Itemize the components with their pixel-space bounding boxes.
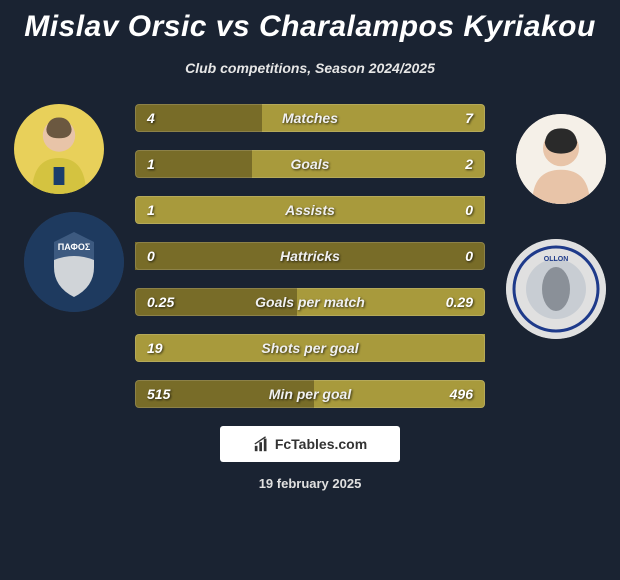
person-icon xyxy=(14,104,104,194)
fctables-logo[interactable]: FcTables.com xyxy=(220,426,400,462)
svg-text:ΠΑΦΟΣ: ΠΑΦΟΣ xyxy=(58,242,91,252)
stat-label: Assists xyxy=(205,202,415,218)
stat-value-right: 7 xyxy=(415,110,485,126)
date-label: 19 february 2025 xyxy=(0,476,620,491)
player-right-avatar xyxy=(516,114,606,204)
stat-value-left: 1 xyxy=(135,156,205,172)
shield-icon: ΠΑΦΟΣ xyxy=(24,212,124,312)
stat-value-left: 4 xyxy=(135,110,205,126)
badge-icon: OLLON xyxy=(506,239,606,339)
player-left-avatar xyxy=(14,104,104,194)
stat-value-left: 1 xyxy=(135,202,205,218)
stat-label: Goals per match xyxy=(205,294,415,310)
stat-label: Shots per goal xyxy=(205,340,415,356)
stat-label: Goals xyxy=(205,156,415,172)
stat-value-left: 0.25 xyxy=(135,294,205,310)
logo-text: FcTables.com xyxy=(275,436,367,452)
stat-row: 515Min per goal496 xyxy=(135,380,485,408)
stat-value-right: 0 xyxy=(415,248,485,264)
stat-value-left: 515 xyxy=(135,386,205,402)
stat-label: Hattricks xyxy=(205,248,415,264)
stat-value-right: 496 xyxy=(415,386,485,402)
svg-text:OLLON: OLLON xyxy=(544,256,569,263)
comparison-content: ΠΑΦΟΣ OLLON 4Matches71Goals21Assists00Ha… xyxy=(0,104,620,408)
club-right-logo: OLLON xyxy=(506,239,606,339)
subtitle: Club competitions, Season 2024/2025 xyxy=(0,60,620,76)
stat-row: 19Shots per goal xyxy=(135,334,485,362)
stat-row: 1Goals2 xyxy=(135,150,485,178)
stat-row: 1Assists0 xyxy=(135,196,485,224)
stat-value-right: 0.29 xyxy=(415,294,485,310)
stat-value-left: 19 xyxy=(135,340,205,356)
stat-value-right: 2 xyxy=(415,156,485,172)
stat-label: Min per goal xyxy=(205,386,415,402)
club-left-logo: ΠΑΦΟΣ xyxy=(24,212,124,312)
stat-value-right: 0 xyxy=(415,202,485,218)
page-title: Mislav Orsic vs Charalampos Kyriakou xyxy=(0,0,620,44)
stat-row: 0.25Goals per match0.29 xyxy=(135,288,485,316)
stat-label: Matches xyxy=(205,110,415,126)
stat-value-left: 0 xyxy=(135,248,205,264)
person-icon xyxy=(516,114,606,204)
chart-icon xyxy=(253,435,271,453)
stat-row: 4Matches7 xyxy=(135,104,485,132)
stat-bars: 4Matches71Goals21Assists00Hattricks00.25… xyxy=(135,104,485,408)
stat-row: 0Hattricks0 xyxy=(135,242,485,270)
